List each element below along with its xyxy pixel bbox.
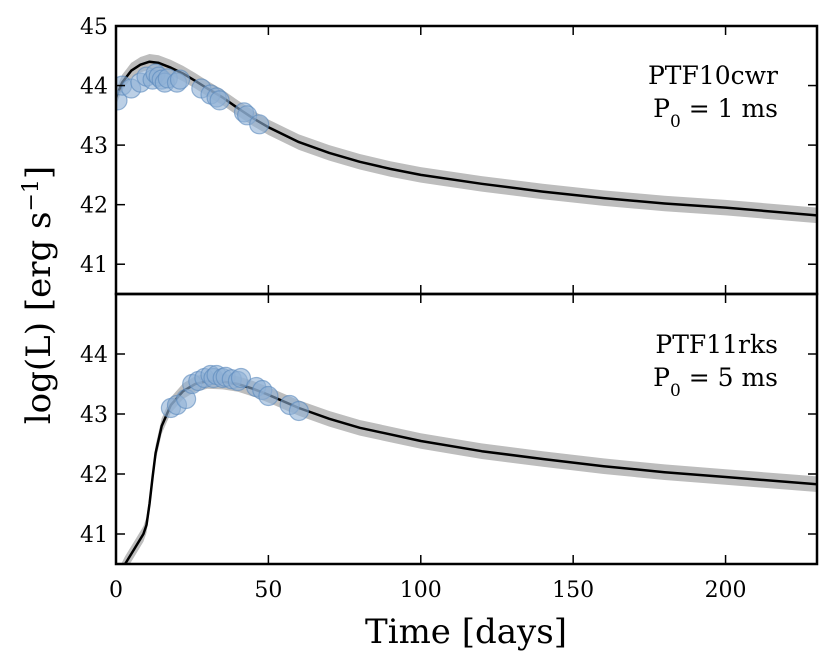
top-data-point (249, 114, 270, 135)
bottom-model-band (121, 373, 817, 564)
top-panel: 41 42 43 44 45 PTF10cwr P0 = 1 ms (80, 15, 817, 294)
bottom-data-point (230, 367, 252, 389)
x-tick-label: 0 (109, 578, 123, 603)
bottom-y-tick-label: 41 (80, 523, 108, 548)
top-y-tick-label: 42 (80, 194, 108, 219)
bottom-observed-points (160, 364, 309, 422)
top-object-name: PTF10cwr (648, 61, 778, 90)
x-tick-labels: 0 50 100 150 200 (109, 578, 747, 603)
bottom-uncertainty-band (121, 373, 817, 564)
bottom-data-point (288, 400, 309, 422)
x-tick-label: 50 (254, 578, 282, 603)
y-axis-title: log(L) [erg s−1] (19, 166, 60, 424)
x-axis-title: Time [days] (365, 612, 567, 652)
top-model-band (116, 54, 817, 224)
bottom-x-ticks (115, 294, 727, 564)
bottom-y-tick-label: 42 (80, 463, 108, 488)
top-period-label: P0 = 1 ms (653, 94, 778, 132)
bottom-frame (114, 292, 819, 566)
bottom-panel: 41 42 43 44 PTF11rks P0 = 5 ms (80, 294, 817, 564)
top-y-ticks: 41 42 43 44 45 (80, 15, 817, 278)
bottom-y-ticks: 41 42 43 44 (80, 343, 817, 548)
y-axis-title-main: log(L) [erg s (19, 212, 59, 425)
bottom-y-tick-label: 43 (80, 403, 108, 428)
bottom-object-name: PTF11rks (655, 330, 778, 359)
bottom-period-subscript: 0 (670, 381, 681, 401)
x-tick-label: 150 (552, 578, 594, 603)
y-axis-title-exponent: −1 (19, 179, 44, 211)
x-tick-label: 200 (705, 578, 747, 603)
y-axis-title-end: ] (19, 166, 59, 179)
top-period-value: = 1 ms (681, 94, 778, 123)
bottom-period-symbol: P (653, 363, 670, 392)
top-observed-points (116, 63, 270, 135)
bottom-period-value: = 5 ms (681, 363, 778, 392)
top-period-symbol: P (653, 94, 670, 123)
top-data-point (209, 90, 230, 111)
top-y-tick-label: 43 (80, 134, 108, 159)
bottom-y-tick-label: 44 (80, 343, 108, 368)
top-uncertainty-band (116, 54, 817, 224)
bottom-data-point (258, 385, 279, 407)
top-data-point (169, 69, 191, 90)
top-y-tick-label: 41 (80, 253, 108, 278)
bottom-period-label: P0 = 5 ms (653, 363, 778, 401)
top-y-tick-label: 45 (80, 15, 108, 40)
top-x-ticks (115, 26, 727, 294)
x-tick-label: 100 (400, 578, 442, 603)
top-y-tick-label: 44 (80, 75, 108, 100)
top-period-subscript: 0 (670, 112, 681, 132)
